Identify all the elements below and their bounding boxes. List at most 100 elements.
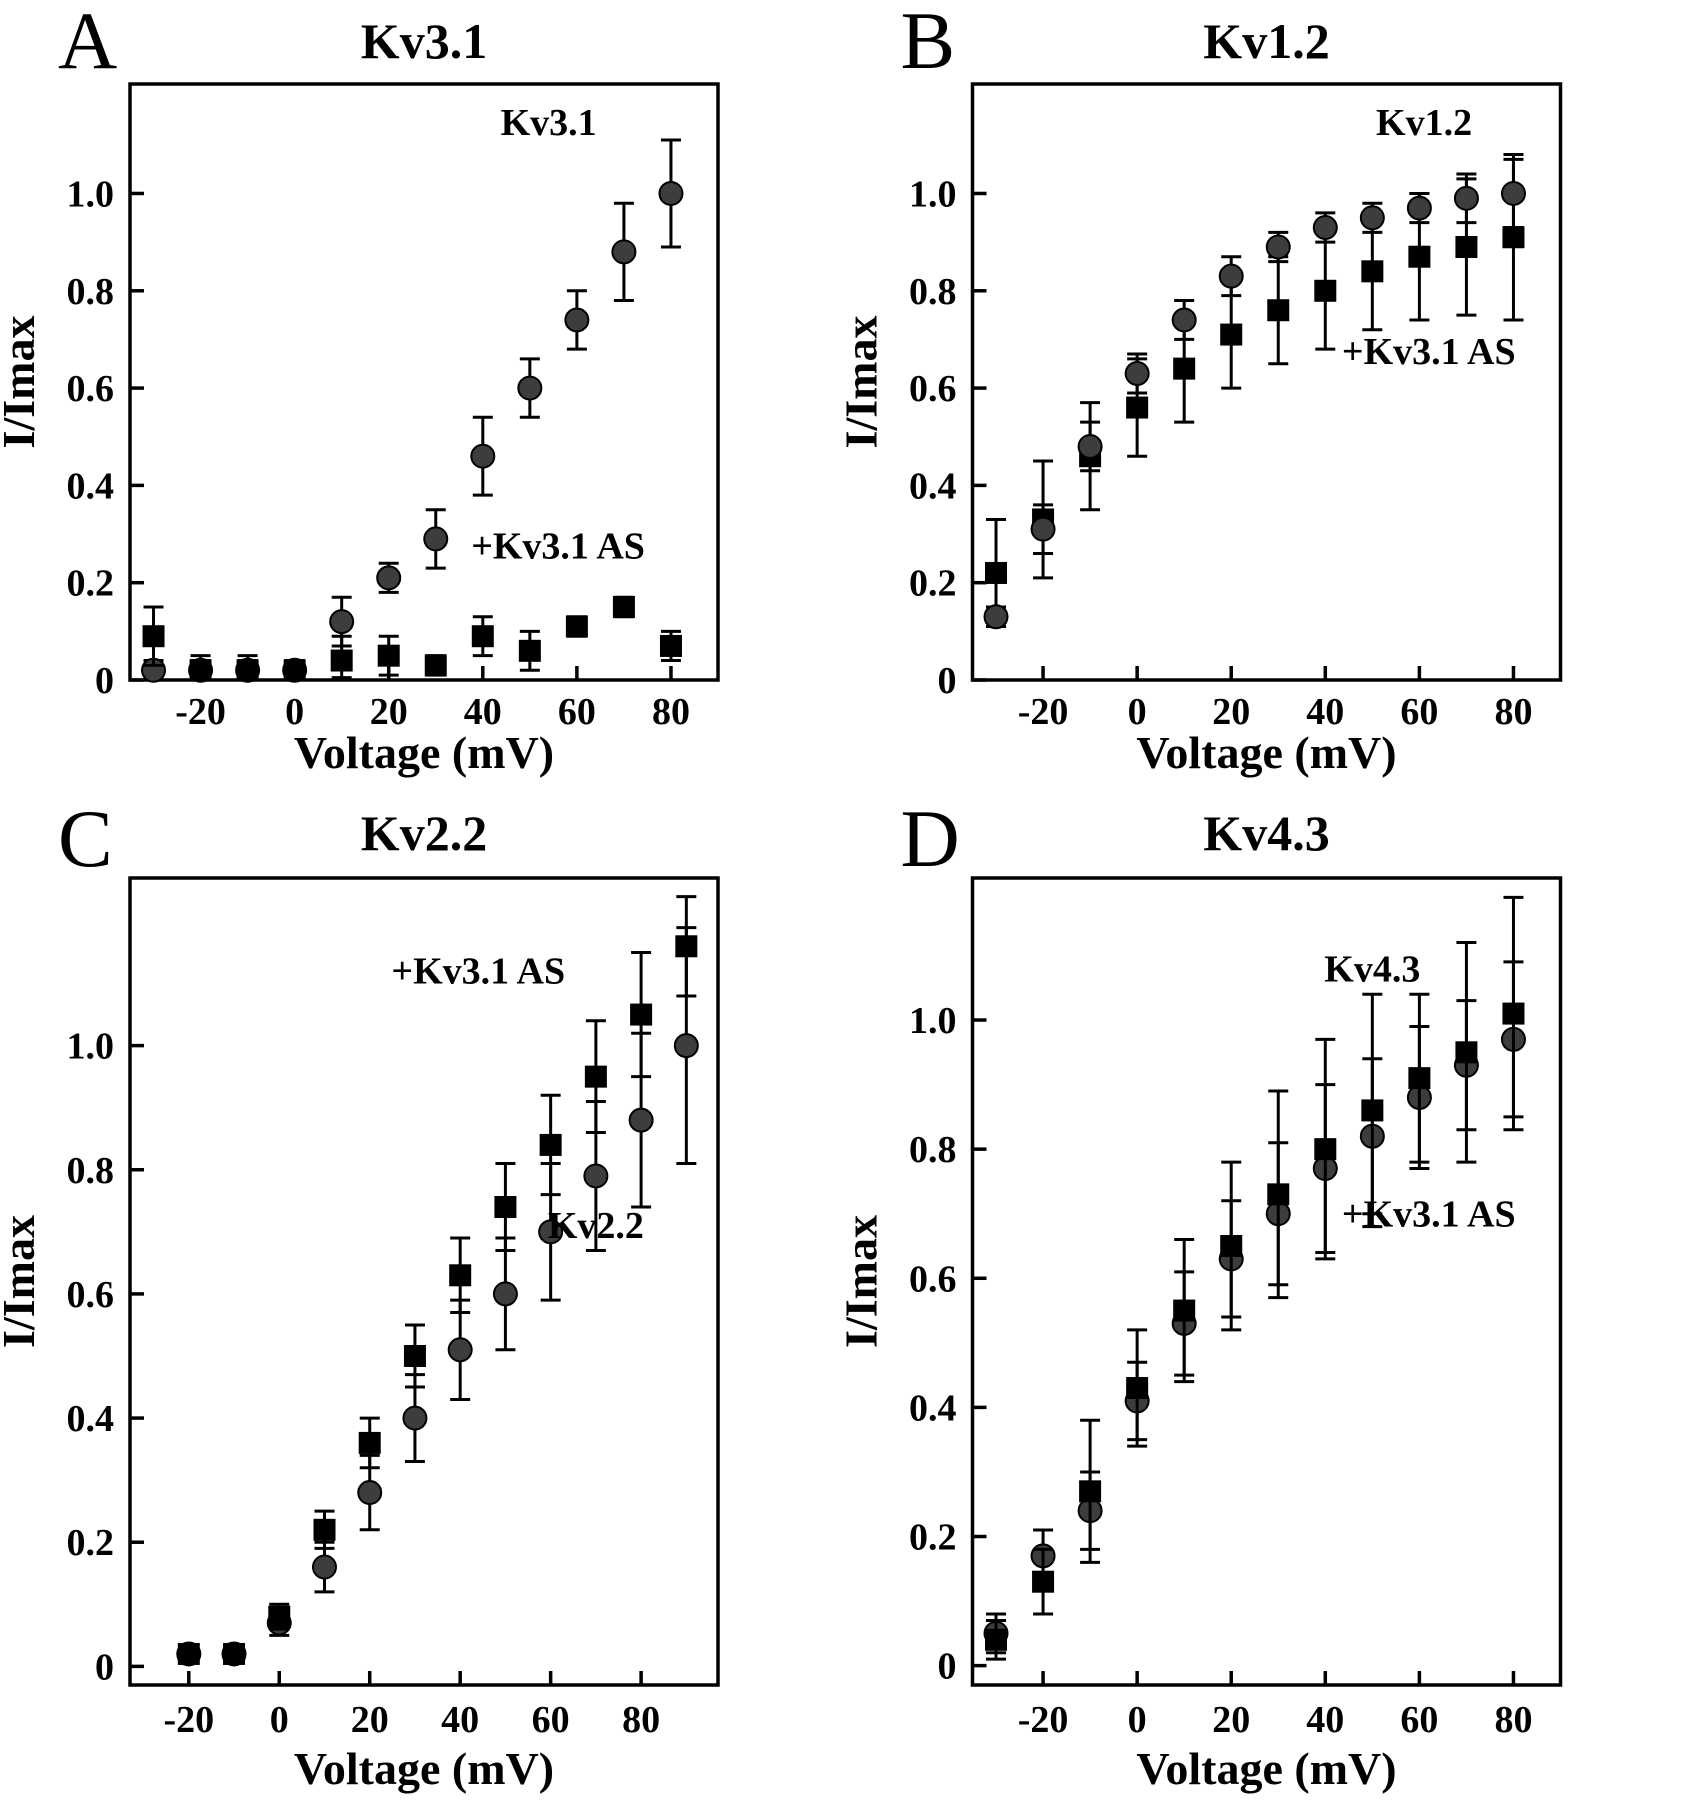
circle-marker: [1218, 263, 1244, 289]
square-marker: [612, 596, 635, 619]
x-tick-label: 80: [652, 691, 690, 733]
circle-marker: [658, 180, 684, 206]
circle-marker: [1359, 205, 1385, 231]
x-tick-label: 60: [532, 1699, 570, 1741]
panel-title: Kv3.1: [361, 13, 487, 69]
square-marker: [539, 1133, 562, 1156]
x-tick-label: 0: [270, 1699, 289, 1741]
square-marker: [1314, 1138, 1337, 1161]
circle-marker: [357, 1480, 383, 1506]
panel-letter: A: [58, 0, 117, 86]
y-tick-label: 0.8: [909, 1129, 957, 1171]
x-tick-label: 0: [1128, 691, 1147, 733]
x-tick-label: 80: [1494, 691, 1532, 733]
x-axis-label: Voltage (mV): [1136, 727, 1396, 778]
square-marker: [985, 561, 1008, 584]
y-tick-label: 0.6: [909, 1258, 957, 1300]
y-tick-label: 0: [938, 1646, 957, 1688]
panel-A: A Kv3.1 -20 0 20 40 60 80 0 0.2 0.4 0.6 0.8 1.0 Voltag…: [0, 0, 842, 780]
y-axis-label: I/Imax: [842, 1215, 887, 1348]
x-tick-label: 60: [558, 691, 596, 733]
y-tick-label: 0.2: [67, 563, 115, 605]
y-tick-label: 0.8: [67, 1150, 115, 1192]
circle-marker: [1453, 185, 1479, 211]
panel-B-svg: B Kv1.2 -20 0 20 40 60 80 0 0.2 0.4 0.6 0.8 1.0 Voltag…: [842, 0, 1563, 778]
x-axis-label: Voltage (mV): [294, 727, 554, 778]
circle-marker: [1265, 234, 1291, 260]
panel-title: Kv4.3: [1203, 805, 1329, 861]
panel-letter: C: [58, 793, 113, 884]
circle-marker: [564, 307, 590, 333]
x-axis-label: Voltage (mV): [294, 1743, 554, 1794]
square-marker: [1267, 1183, 1290, 1206]
series-square: [142, 595, 682, 682]
x-tick-label: 80: [622, 1699, 660, 1741]
x-tick-label: 40: [441, 1699, 479, 1741]
circle-marker: [1077, 433, 1103, 459]
circle-marker: [423, 526, 449, 552]
circle-marker: [1406, 195, 1432, 221]
circle-marker: [402, 1405, 428, 1431]
circle-marker: [628, 1107, 654, 1133]
panel-letter: D: [901, 793, 960, 884]
square-marker: [1455, 1041, 1478, 1064]
circle-marker: [538, 1219, 564, 1245]
y-tick-label: 0: [938, 660, 957, 702]
y-tick-label: 0.4: [909, 1387, 957, 1429]
circle-marker: [447, 1337, 473, 1363]
panel-title: Kv2.2: [361, 805, 487, 861]
square-marker: [449, 1264, 472, 1287]
circle-marker: [1500, 180, 1526, 206]
square-marker: [358, 1431, 381, 1454]
series-circle: [141, 138, 684, 683]
x-tick-label: 0: [285, 691, 304, 733]
square-marker: [1220, 323, 1243, 346]
y-tick-label: 0: [95, 1646, 114, 1688]
square-marker: [403, 1344, 426, 1367]
x-tick-label: -20: [1018, 1699, 1069, 1741]
square-marker: [1314, 279, 1337, 302]
circle-marker: [611, 239, 637, 265]
square-marker: [1361, 260, 1384, 283]
x-tick-label: 0: [1128, 1699, 1147, 1741]
circle-marker: [1312, 215, 1338, 241]
circle-marker: [311, 1554, 337, 1580]
panel-A-svg: A Kv3.1 -20 0 20 40 60 80 0 0.2 0.4 0.6 0.8 1.0 Voltag…: [0, 0, 720, 778]
square-marker: [1455, 235, 1478, 258]
series-circle: [983, 157, 1526, 630]
square-marker: [424, 654, 447, 677]
square-marker: [142, 625, 165, 648]
y-tick-label: 0.8: [909, 271, 957, 313]
x-tick-label: 80: [1494, 1699, 1532, 1741]
y-tick-label: 1.0: [67, 1026, 115, 1068]
square-marker: [268, 1605, 291, 1628]
circle-marker: [583, 1163, 609, 1189]
square-marker: [223, 1642, 246, 1665]
y-tick-label: 0.4: [909, 465, 957, 507]
square-marker: [177, 1642, 200, 1665]
y-tick-label: 0.6: [67, 368, 115, 410]
series-square: [177, 895, 698, 1665]
square-marker: [236, 659, 259, 682]
x-tick-label: 40: [464, 691, 502, 733]
circle-marker: [1030, 516, 1056, 542]
square-marker: [1408, 245, 1431, 268]
series-circle: [176, 926, 699, 1667]
circle-marker: [1171, 307, 1197, 333]
square-marker: [565, 615, 588, 638]
y-axis-label: I/Imax: [0, 1215, 44, 1348]
y-axis-label: I/Imax: [842, 316, 887, 449]
x-tick-label: 20: [370, 691, 408, 733]
square-marker: [471, 625, 494, 648]
square-marker: [1502, 1002, 1525, 1025]
circle-marker: [673, 1033, 699, 1059]
square-marker: [518, 639, 541, 662]
square-marker: [283, 659, 306, 682]
circle-marker: [983, 604, 1009, 630]
square-marker: [1126, 396, 1149, 419]
y-tick-label: 0.4: [67, 465, 115, 507]
plot-frame: [970, 82, 1563, 682]
plot-frame: [970, 876, 1563, 1687]
x-tick-label: 60: [1400, 1699, 1438, 1741]
series-annotation: Kv2.2: [548, 1205, 644, 1247]
